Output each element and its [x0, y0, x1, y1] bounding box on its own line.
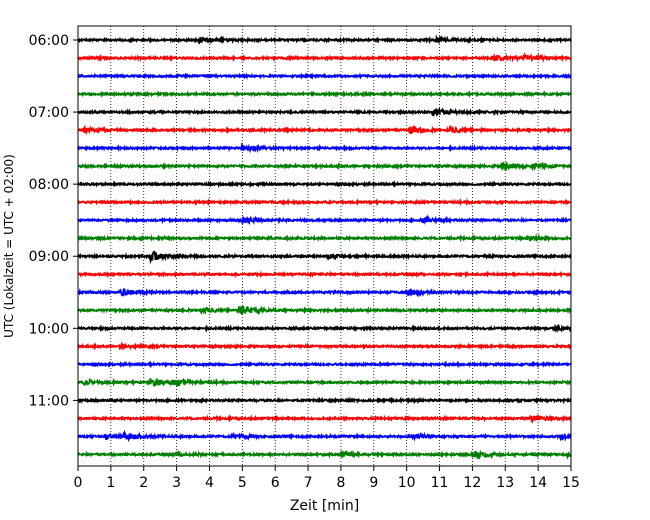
trace-1100 — [77, 396, 572, 405]
trace-1030 — [77, 360, 572, 369]
trace-0730 — [77, 142, 572, 154]
trace-0945 — [77, 305, 572, 316]
y-tick-label: 08:00 — [29, 177, 69, 193]
x-tick-label: 3 — [172, 475, 181, 491]
trace-0815 — [77, 197, 572, 207]
trace-0745 — [77, 161, 572, 172]
trace-0800 — [77, 180, 572, 189]
y-tick-label: 09:00 — [29, 249, 69, 265]
x-tick-label: 5 — [238, 475, 247, 491]
x-tick-label: 12 — [463, 475, 481, 491]
x-tick-label: 7 — [304, 475, 313, 491]
x-tick-label: 10 — [398, 475, 416, 491]
minute-gridlines — [110, 26, 539, 466]
x-tick-label: 9 — [369, 475, 378, 491]
y-tick-label: 07:00 — [29, 105, 69, 121]
trace-0630 — [77, 72, 572, 81]
trace-1045 — [77, 377, 572, 387]
y-axis-ticks: 06:00 07:00 08:00 09:00 10:00 11:00 — [29, 33, 78, 409]
trace-1115 — [77, 413, 572, 424]
trace-0700 — [77, 106, 572, 117]
x-axis-ticks: 0 1 2 3 4 5 6 7 8 9 10 11 12 13 14 15 — [74, 466, 580, 491]
x-tick-label: 1 — [106, 475, 115, 491]
x-tick-label: 13 — [496, 475, 514, 491]
trace-0645 — [77, 89, 572, 99]
x-tick-label: 6 — [271, 475, 280, 491]
trace-0615 — [77, 51, 572, 63]
y-tick-label: 10:00 — [29, 321, 69, 337]
trace-0915 — [77, 270, 572, 279]
trace-1000 — [77, 323, 572, 334]
x-tick-label: 2 — [139, 475, 148, 491]
x-tick-label: 14 — [529, 475, 547, 491]
trace-0930 — [77, 287, 572, 298]
x-tick-label: 4 — [205, 475, 214, 491]
x-tick-label: 0 — [74, 475, 83, 491]
seismogram-traces — [77, 34, 572, 460]
trace-0845 — [77, 233, 572, 243]
trace-0830 — [77, 214, 572, 226]
x-tick-label: 11 — [431, 475, 449, 491]
y-tick-label: 11:00 — [29, 393, 69, 409]
x-tick-label: 15 — [562, 475, 580, 491]
trace-0900 — [77, 250, 572, 265]
plot-frame — [77, 25, 572, 467]
trace-0600 — [77, 34, 572, 45]
trace-0715 — [77, 124, 572, 136]
y-tick-label: 06:00 — [29, 33, 69, 49]
y-axis-label: UTC (Lokalzeit = UTC + 02:00) — [2, 154, 16, 338]
x-tick-label: 8 — [336, 475, 345, 491]
x-axis-label: Zeit [min] — [290, 498, 359, 514]
trace-1015 — [77, 341, 572, 352]
trace-1145 — [77, 449, 572, 460]
trace-1130 — [77, 429, 572, 443]
